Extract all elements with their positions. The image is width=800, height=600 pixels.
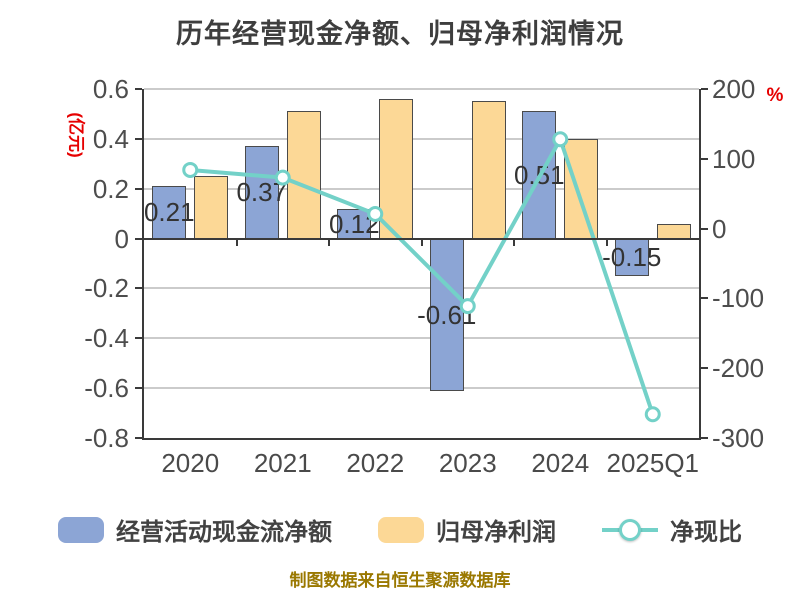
category-tick — [420, 238, 423, 246]
left-axis-tick-label: 0.4 — [92, 123, 129, 154]
gridline — [144, 387, 699, 390]
right-axis-tick — [701, 297, 708, 300]
right-axis-tick — [701, 437, 708, 439]
right-axis-tick-label: 200 — [712, 74, 756, 104]
left-axis-tick — [135, 337, 142, 340]
ratio-line-marker — [182, 161, 199, 178]
legend-item-cashflow[interactable]: 经营活动现金流净额 — [58, 512, 332, 547]
legend-label-ratio: 净现比 — [670, 519, 742, 546]
ratio-line-marker — [459, 298, 476, 315]
gridline — [144, 88, 699, 90]
right-axis-spine — [699, 89, 701, 440]
right-axis-tick-label: -100 — [712, 283, 765, 314]
legend-label-profit: 归母净利润 — [436, 519, 556, 546]
left-axis-tick-label: -0.2 — [84, 273, 129, 304]
legend-label-cashflow: 经营活动现金流净额 — [116, 519, 332, 546]
left-axis-tick — [135, 187, 142, 190]
x-tick-label-2022: 2022 — [346, 448, 405, 478]
ratio-line-series — [182, 131, 661, 423]
left-axis-tick — [135, 237, 142, 240]
left-axis-tick — [135, 287, 142, 290]
left-axis-tick-label: -0.8 — [84, 423, 129, 453]
category-tick — [513, 238, 515, 246]
bottom-axis-spine — [142, 438, 701, 440]
right-axis-tick-label: -200 — [712, 353, 765, 384]
left-axis-tick-label: 0.6 — [92, 74, 129, 104]
right-axis-tick-label: 0 — [712, 213, 727, 244]
left-axis-spine — [142, 89, 144, 440]
right-axis-tick — [701, 227, 708, 230]
left-axis-tick-label: -0.4 — [84, 323, 129, 354]
ratio-line-marker-icon — [602, 517, 658, 543]
right-axis-tick-label: -300 — [712, 423, 765, 453]
ratio-line-marker — [644, 406, 661, 423]
legend: 经营活动现金流净额 归母净利润 净现比 — [0, 512, 800, 547]
legend-item-ratio[interactable]: 净现比 — [602, 512, 742, 547]
x-tick-label-2021: 2021 — [253, 448, 312, 478]
gridline — [144, 187, 699, 190]
right-axis-unit-label: % — [766, 85, 784, 106]
bar-value-label: 0.21 — [143, 197, 195, 228]
bar-cashflow-2021 — [244, 146, 279, 239]
x-tick-label-2023: 2023 — [438, 448, 497, 478]
left-axis-tick — [135, 88, 142, 90]
bar-cashflow-2023 — [429, 238, 464, 391]
bar-cashflow-2025Q1 — [614, 238, 649, 276]
cashflow-swatch-icon — [58, 516, 104, 543]
right-axis-tick — [701, 367, 708, 370]
right-axis-tick — [701, 157, 708, 160]
bar-value-label: -0.15 — [602, 242, 662, 273]
bar-cashflow-2022 — [337, 208, 372, 239]
left-axis-tick-label: 0 — [114, 223, 129, 254]
ratio-line-marker — [274, 169, 291, 186]
bar-profit-2020 — [194, 176, 229, 239]
plot-area: 0.6 0.4 0.2 0 -0.2 -0.4 -0.6 -0.8 200 100 0 -100 -20… — [84, 76, 764, 478]
x-tick-label-2024: 2024 — [531, 448, 590, 478]
data-source-note: 制图数据来自恒生聚源数据库 — [289, 571, 511, 590]
left-axis-tick-label: 0.2 — [92, 173, 129, 204]
left-axis-tick — [135, 387, 142, 390]
left-axis-tick — [135, 437, 142, 439]
legend-item-profit[interactable]: 归母净利润 — [378, 512, 556, 547]
category-tick — [235, 238, 238, 246]
gridline — [144, 137, 699, 140]
gridline — [144, 287, 699, 290]
bar-profit-2023 — [471, 101, 506, 239]
chart-title: 历年经营现金净额、归母净利润情况 — [176, 19, 624, 49]
ratio-line-marker — [552, 131, 569, 148]
category-tick — [605, 238, 608, 246]
profit-swatch-icon — [378, 516, 424, 543]
right-axis-tick-label: 100 — [712, 143, 756, 174]
x-tick-label-2020: 2020 — [161, 448, 220, 478]
bar-profit-2024 — [564, 138, 599, 239]
category-tick — [328, 238, 330, 246]
ratio-line-marker — [367, 205, 384, 222]
right-axis-tick — [701, 88, 708, 90]
gridline — [144, 337, 699, 340]
left-axis-tick-label: -0.6 — [84, 373, 129, 404]
x-tick-label-2025Q1: 2025Q1 — [606, 448, 700, 478]
left-axis-tick — [135, 137, 142, 140]
